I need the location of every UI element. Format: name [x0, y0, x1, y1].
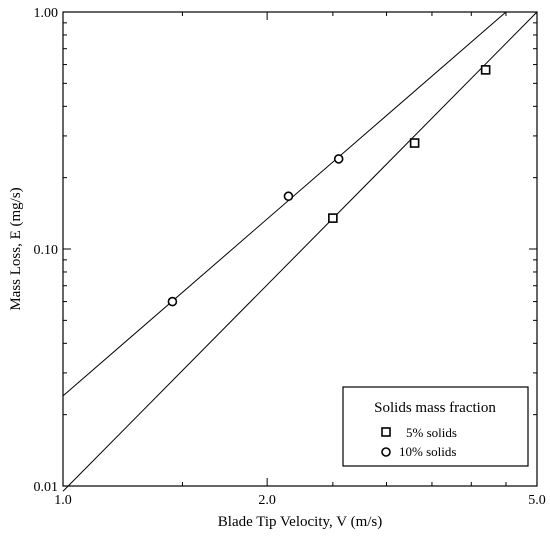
data-point-5pct [328, 213, 338, 223]
y-tick-label: 0.01 [34, 480, 59, 495]
legend-label-10pct: 10% solids [399, 444, 456, 459]
y-tick-label: 0.10 [34, 243, 59, 258]
data-point-5pct [409, 138, 420, 148]
data-point-5pct [480, 65, 491, 75]
y-tick-label: 1.00 [34, 6, 59, 21]
axis-ticks [62, 11, 538, 487]
legend-label-5pct: 5% solids [406, 425, 457, 440]
legend-marker-square [381, 427, 391, 437]
x-axis-label: Blade Tip Velocity, V (m/s) [218, 514, 382, 530]
data-point-10pct [283, 191, 294, 202]
fit-line-10pct [62, 11, 507, 397]
data-markers [167, 65, 491, 307]
x-tick-label: 1.0 [54, 493, 72, 508]
legend-box [342, 386, 529, 467]
legend: Solids mass fraction 5% solids 10% solid… [342, 386, 529, 467]
fit-lines [62, 11, 538, 492]
data-point-10pct [333, 154, 344, 164]
x-tick-label: 2.0 [258, 493, 276, 508]
fit-line-5pct [62, 11, 538, 492]
x-tick-label: 5.0 [528, 493, 546, 508]
legend-title: Solids mass fraction [374, 400, 496, 416]
legend-marker-circle [381, 447, 391, 457]
data-point-10pct [167, 296, 178, 307]
y-axis-label: Mass Loss, E (mg/s) [8, 187, 24, 310]
axis-tick-labels: 1.0 2.0 5.0 0.01 0.10 1.00 [34, 6, 546, 508]
